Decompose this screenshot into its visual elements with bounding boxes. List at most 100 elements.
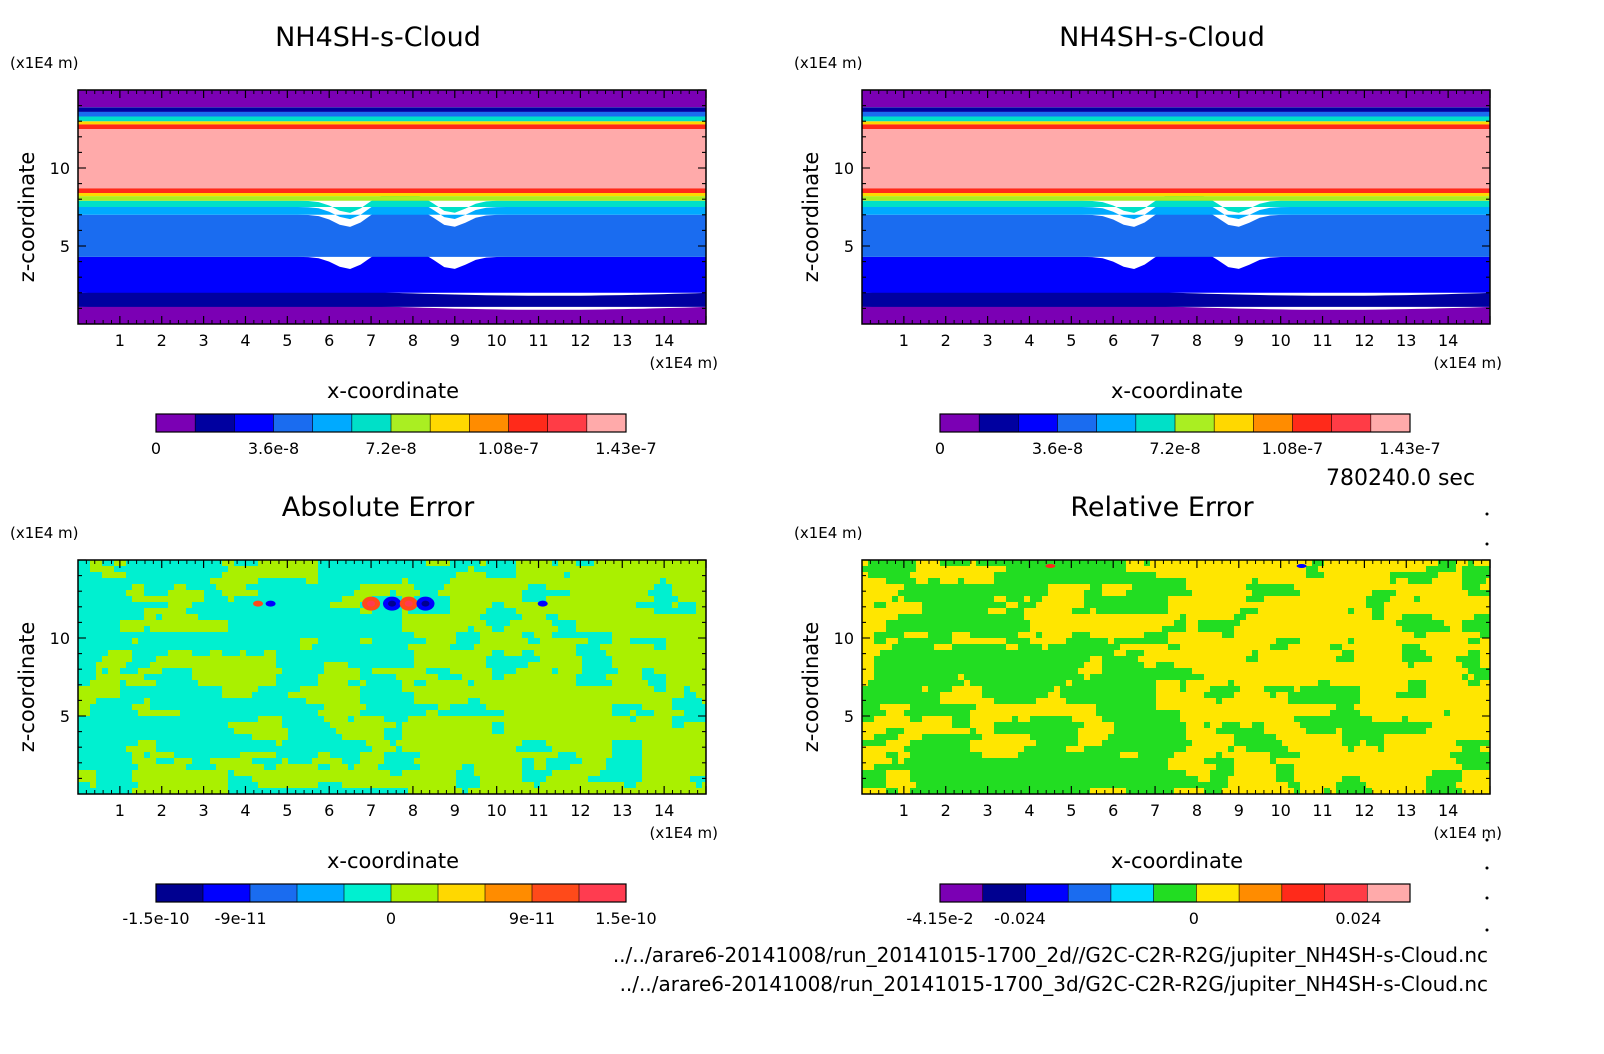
field-cell	[270, 674, 277, 681]
field-cell	[174, 620, 181, 627]
field-cell	[874, 602, 881, 609]
field-cell	[138, 662, 145, 669]
field-cell	[396, 728, 403, 735]
field-cell	[630, 674, 637, 681]
field-cell	[306, 716, 313, 723]
field-cell	[240, 596, 247, 603]
field-cell	[216, 704, 223, 711]
field-cell	[666, 602, 673, 609]
field-cell	[216, 632, 223, 639]
field-cell	[630, 668, 637, 675]
field-cell	[342, 560, 349, 567]
field-cell	[360, 722, 367, 729]
field-cell	[630, 608, 637, 615]
field-cell	[1282, 578, 1289, 585]
field-cell	[192, 596, 199, 603]
contour-band	[78, 121, 706, 124]
field-cell	[576, 590, 583, 597]
field-cell	[390, 680, 397, 687]
field-cell	[1276, 572, 1283, 579]
field-cell	[576, 566, 583, 573]
field-cell	[168, 674, 175, 681]
field-cell	[606, 716, 613, 723]
field-cell	[922, 596, 929, 603]
field-cell	[384, 698, 391, 705]
field-cell	[540, 674, 547, 681]
field-cell	[600, 578, 607, 585]
field-cell	[246, 710, 253, 717]
field-cell	[156, 770, 163, 777]
field-cell	[558, 782, 565, 789]
field-cell	[312, 758, 319, 765]
field-cell	[1114, 560, 1121, 567]
field-cell	[1468, 602, 1475, 609]
field-cell	[438, 626, 445, 633]
field-cell	[576, 710, 583, 717]
field-cell	[384, 686, 391, 693]
field-cell	[534, 566, 541, 573]
field-cell	[970, 566, 977, 573]
field-cell	[624, 716, 631, 723]
field-cell	[108, 620, 115, 627]
field-cell	[222, 596, 229, 603]
field-cell	[522, 650, 529, 657]
field-cell	[582, 584, 589, 591]
field-cell	[696, 716, 703, 723]
field-cell	[198, 620, 205, 627]
field-cell	[270, 770, 277, 777]
field-cell	[916, 572, 923, 579]
field-cell	[228, 680, 235, 687]
field-cell	[552, 758, 559, 765]
field-cell	[678, 758, 685, 765]
field-cell	[1156, 602, 1163, 609]
field-cell	[988, 596, 995, 603]
field-cell	[1210, 578, 1217, 585]
field-cell	[492, 710, 499, 717]
field-cell	[264, 764, 271, 771]
field-cell	[492, 590, 499, 597]
field-cell	[910, 572, 917, 579]
field-cell	[678, 776, 685, 783]
field-cell	[120, 734, 127, 741]
field-cell	[534, 578, 541, 585]
field-cell	[306, 638, 313, 645]
field-cell	[1096, 572, 1103, 579]
field-cell	[276, 668, 283, 675]
field-cell	[534, 620, 541, 627]
field-cell	[102, 644, 109, 651]
field-cell	[1042, 578, 1049, 585]
field-cell	[426, 746, 433, 753]
field-cell	[258, 650, 265, 657]
field-cell	[108, 674, 115, 681]
field-cell	[144, 644, 151, 651]
field-cell	[432, 662, 439, 669]
field-cell	[300, 674, 307, 681]
field-cell	[132, 746, 139, 753]
field-cell	[510, 782, 517, 789]
field-cell	[384, 590, 391, 597]
field-cell	[426, 662, 433, 669]
field-cell	[504, 716, 511, 723]
field-cell	[696, 584, 703, 591]
field-cell	[144, 710, 151, 717]
field-cell	[294, 596, 301, 603]
field-cell	[348, 566, 355, 573]
field-cell	[1408, 602, 1415, 609]
field-cell	[84, 722, 91, 729]
field-cell	[132, 782, 139, 789]
field-cell	[660, 734, 667, 741]
field-cell	[474, 692, 481, 699]
field-cell	[216, 620, 223, 627]
field-cell	[1210, 602, 1217, 609]
field-cell	[618, 740, 625, 747]
field-cell	[300, 758, 307, 765]
field-cell	[270, 740, 277, 747]
field-cell	[1348, 602, 1355, 609]
field-cell	[594, 602, 601, 609]
field-cell	[1348, 572, 1355, 579]
field-cell	[672, 710, 679, 717]
field-cell	[156, 626, 163, 633]
field-cell	[868, 572, 875, 579]
field-cell	[186, 758, 193, 765]
field-cell	[138, 650, 145, 657]
